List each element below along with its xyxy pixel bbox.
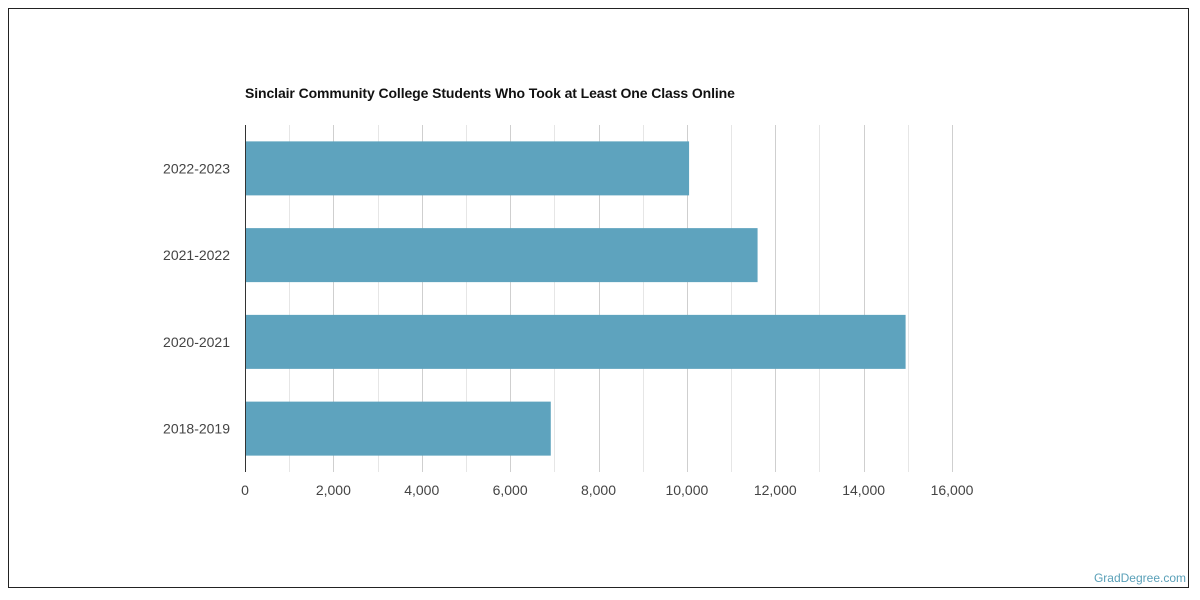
- x-tick-label: 14,000: [842, 482, 885, 498]
- bar-2021-2022: [246, 228, 758, 283]
- x-tick-label: 0: [241, 482, 249, 498]
- chart-title: Sinclair Community College Students Who …: [245, 85, 735, 101]
- y-tick-label: 2022-2023: [163, 160, 230, 176]
- x-tick-label: 16,000: [931, 482, 974, 498]
- y-tick-label: 2021-2022: [163, 247, 230, 263]
- x-tick-label: 6,000: [493, 482, 528, 498]
- y-tick-label: 2018-2019: [163, 421, 230, 437]
- x-tick-label: 4,000: [404, 482, 439, 498]
- x-tick-labels: 0 2,000 4,000 6,000 8,000 10,000 12,000 14,000 1…: [241, 482, 974, 498]
- source-credit: GradDegree.com: [1093, 571, 1186, 585]
- bar-2020-2021: [246, 314, 906, 369]
- x-tick-label: 12,000: [754, 482, 797, 498]
- bar-2022-2023: [246, 141, 690, 196]
- x-tick-label: 10,000: [665, 482, 708, 498]
- y-tick-labels: 2022-2023 2021-2022 2020-2021 2018-2019: [163, 160, 230, 436]
- bars: [246, 141, 906, 456]
- chart-frame: [8, 8, 1189, 588]
- x-tick-label: 8,000: [581, 482, 616, 498]
- x-tick-label: 2,000: [316, 482, 351, 498]
- bar-2018-2019: [246, 401, 551, 456]
- y-tick-label: 2020-2021: [163, 334, 230, 350]
